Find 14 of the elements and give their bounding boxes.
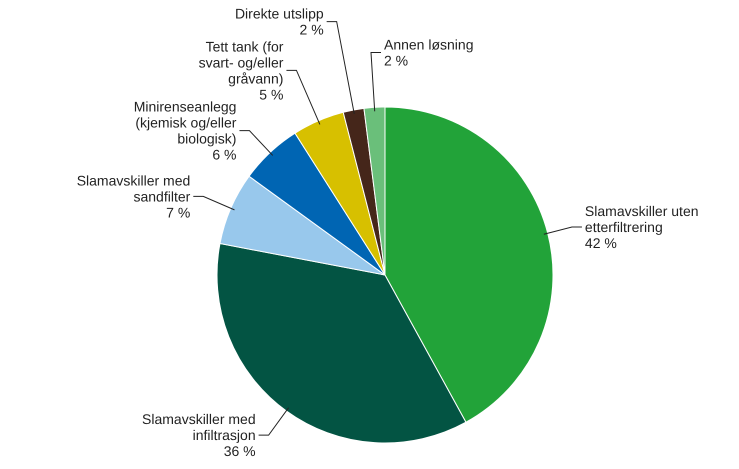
slice-label: Minirenseanlegg (kjemisk og/eller biologisk) <box>134 98 237 147</box>
data-label: 5 % <box>259 86 284 102</box>
slice-label: Slamavskiller med infiltrasjon <box>142 411 256 444</box>
data-label: 42 % <box>584 235 617 252</box>
slice-label: Direkte utslipp <box>234 6 324 22</box>
slice-label: Slamavskiller uten etterfiltrering <box>584 203 699 236</box>
data-label: 36 % <box>224 443 256 460</box>
data-label: 2 % <box>384 52 408 68</box>
data-label: 7 % <box>166 204 190 220</box>
data-label: 6 % <box>212 146 236 163</box>
slice-label: Tett tank (for svart- og/eller gråvann) <box>198 38 284 86</box>
slice-label: Annen løsning <box>384 36 474 52</box>
data-label: 2 % <box>300 22 324 38</box>
slice-label: Slamavskiller med sandfilter <box>76 172 191 204</box>
